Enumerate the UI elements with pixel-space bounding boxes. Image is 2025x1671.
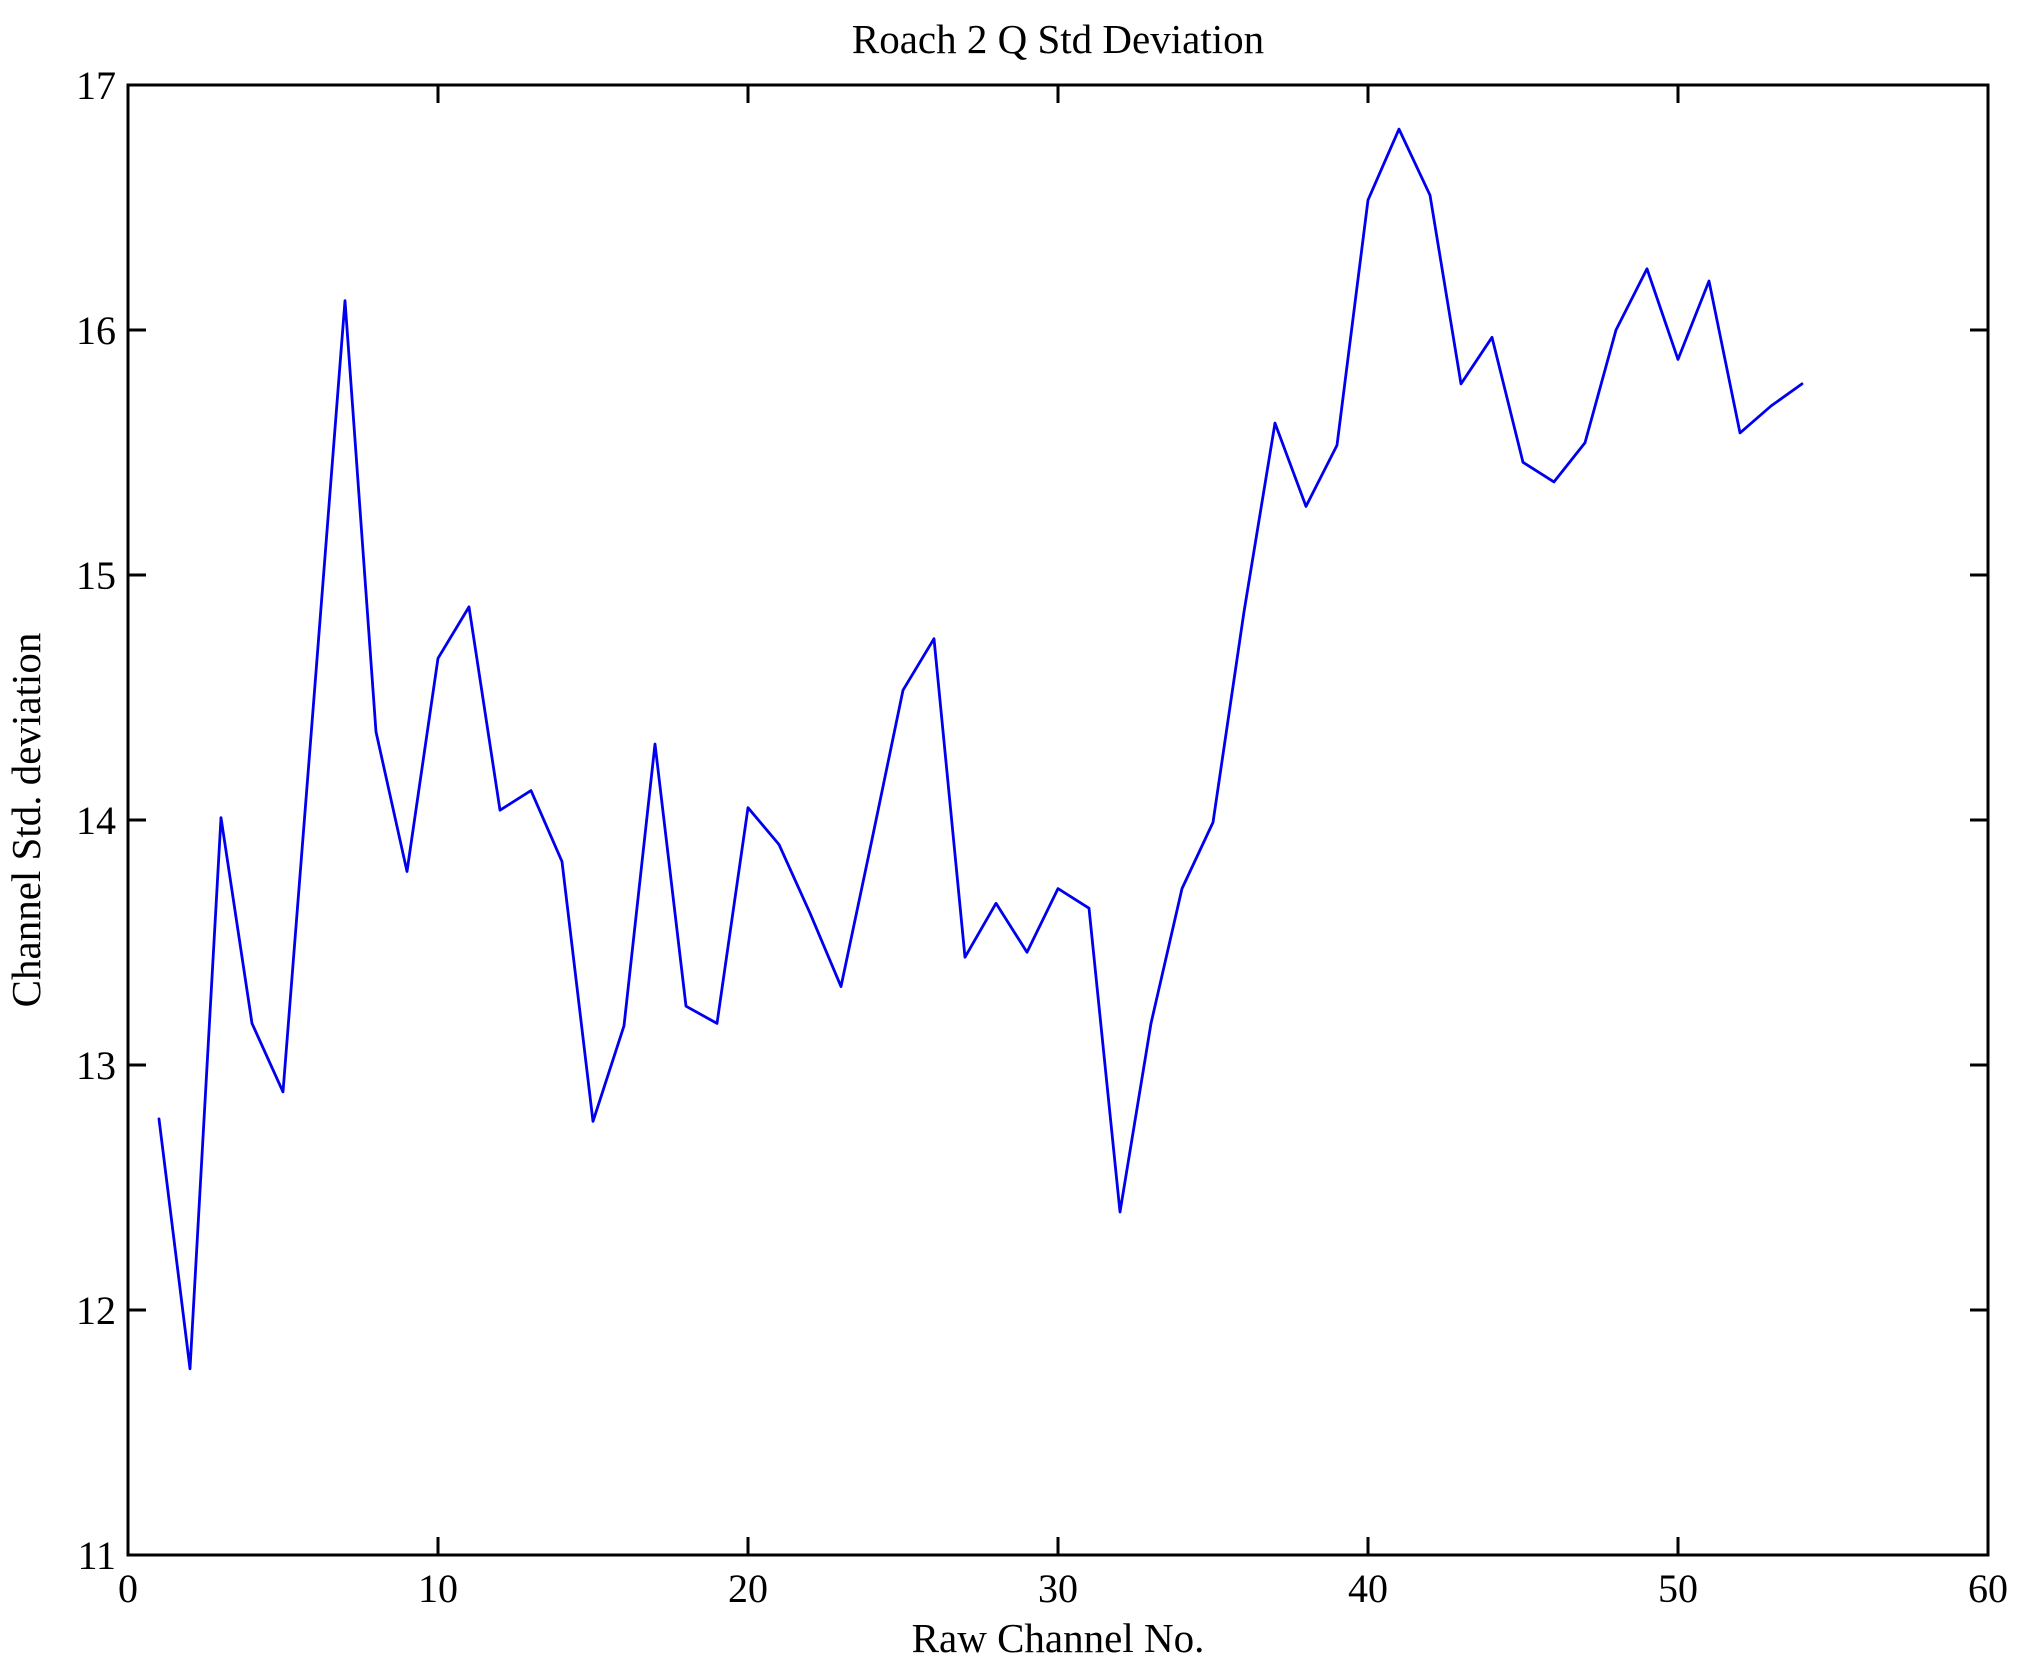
- x-tick-label: 40: [1348, 1566, 1388, 1611]
- axes-and-data: 0 10 20 30 40 50 60 11 12 13 14 15 16 17: [76, 63, 2008, 1611]
- x-tick-label: 30: [1038, 1566, 1078, 1611]
- y-tick-label: 13: [76, 1043, 116, 1088]
- y-tick-label: 14: [76, 798, 116, 843]
- x-tick-label: 10: [418, 1566, 458, 1611]
- x-tick-label: 50: [1658, 1566, 1698, 1611]
- chart-title: Roach 2 Q Std Deviation: [852, 16, 1264, 62]
- data-line: [157, 127, 1804, 1371]
- x-tick-label: 60: [1968, 1566, 2008, 1611]
- x-tick-label: 20: [728, 1566, 768, 1611]
- plot-box: [126, 83, 1990, 1557]
- x-axis-label: Raw Channel No.: [912, 1615, 1205, 1661]
- x-tick-label: 0: [118, 1566, 138, 1611]
- y-tick-label: 17: [76, 63, 116, 108]
- y-tick-label: 12: [76, 1288, 116, 1333]
- y-tick-label: 11: [77, 1533, 116, 1578]
- y-tick-label: 15: [76, 553, 116, 598]
- y-axis-label: Channel Std. deviation: [3, 633, 49, 1008]
- y-tick-label: 16: [76, 308, 116, 353]
